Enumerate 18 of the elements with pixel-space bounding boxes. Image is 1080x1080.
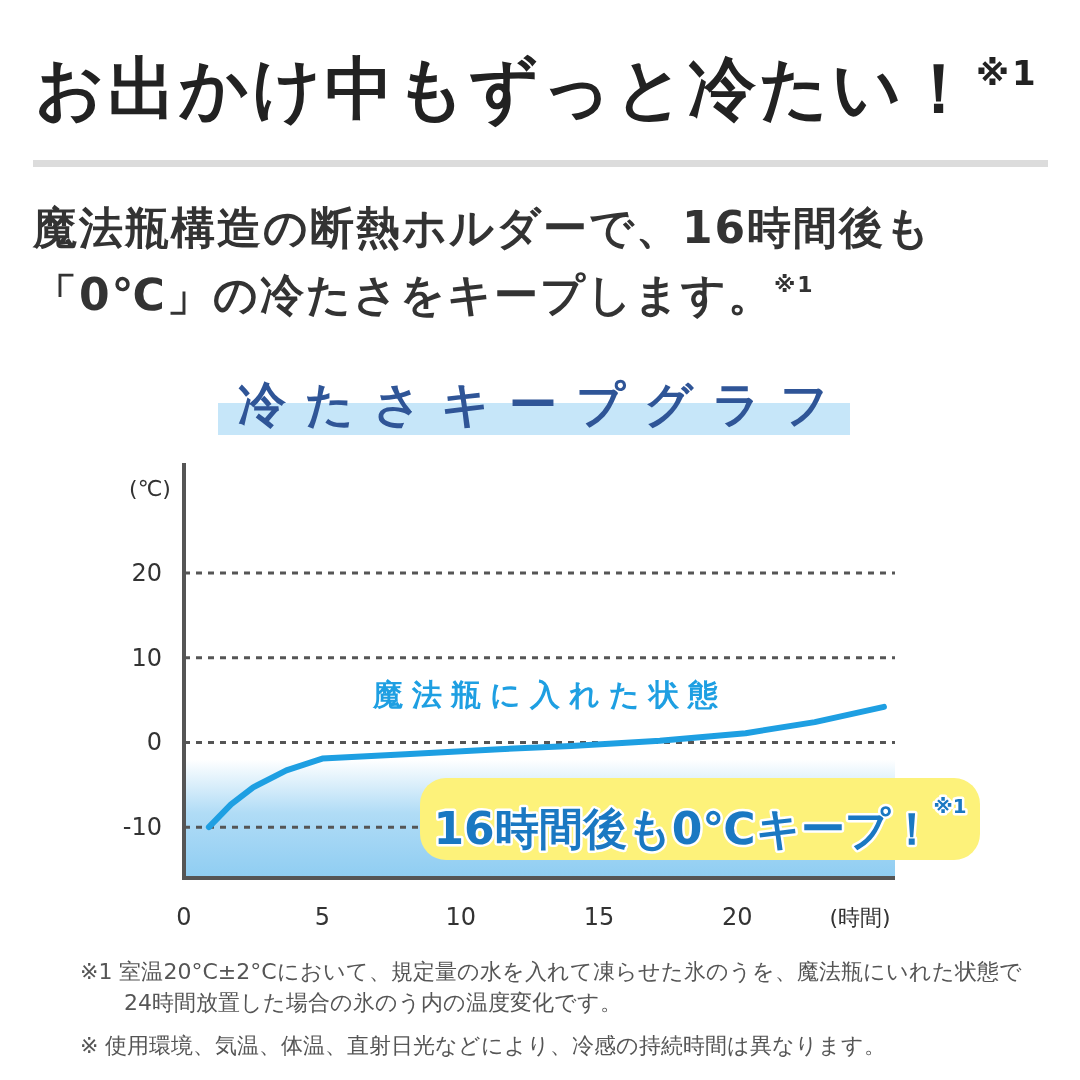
y-axis-title: (℃)	[129, 475, 171, 501]
chart-subtitle: 魔法瓶構造の断熱ホルダーで、16時間後も「0℃」の冷たさをキープします。$^{※1}$	[33, 201, 934, 322]
y-tick-label: 20	[131, 559, 162, 588]
x-tick-label: 15	[583, 903, 615, 931]
text: ※ 使用環境、気温、体温、直射日光などにより、冷感の持続時間は異なります。	[80, 1032, 888, 1060]
x-tick-label: 20	[722, 903, 753, 931]
y-tick-label: -10	[122, 813, 162, 842]
x-tick-label: 10	[445, 903, 476, 931]
y-tick-label: 10	[131, 643, 162, 672]
y-tick-label: 0	[146, 728, 162, 757]
chart-title: お出かけ中もずっと冷たい！$^{※1}$	[35, 48, 1039, 130]
x-tick-label: 0	[176, 903, 192, 931]
series-label: 魔法瓶に入れた状態	[372, 676, 728, 712]
text: 冷たさキープグラフ	[238, 376, 848, 432]
x-tick-label: 5	[314, 903, 330, 931]
x-axis-title: (時間)	[829, 904, 891, 930]
annotation: 16時間後も0℃キープ！$^{※1}$	[433, 794, 967, 854]
text: ※1 室温20°C±2°Cにおいて、規定量の水を入れて凍らせた氷のうを、魔法瓶にいれた状態で24時間放置した場合の氷のう内の温度変化です。	[80, 958, 1023, 1017]
